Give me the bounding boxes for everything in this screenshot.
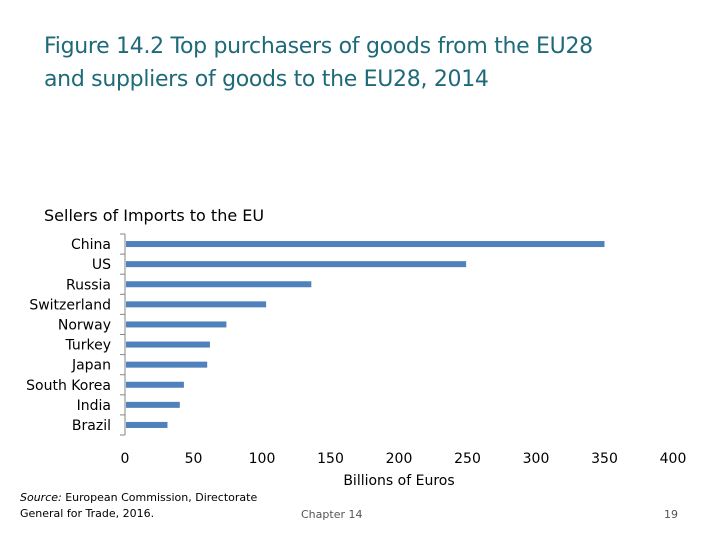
x-tick-label: 400 <box>660 451 687 467</box>
bar-turkey <box>126 341 210 348</box>
bar-brazil <box>126 421 168 428</box>
x-tick-label: 250 <box>454 451 481 467</box>
bar-japan <box>126 361 208 368</box>
bar-us <box>126 261 467 268</box>
x-tick-label: 300 <box>523 451 550 467</box>
page-number: 19 <box>664 508 678 521</box>
x-tick-label: 350 <box>591 451 618 467</box>
category-label: Brazil <box>72 418 111 434</box>
slide-title: Figure 14.2 Top purchasers of goods from… <box>44 30 704 96</box>
x-tick-label: 150 <box>317 451 344 467</box>
source-label: Source: <box>20 491 62 504</box>
category-label: Japan <box>71 358 111 374</box>
slide-title-line-1: Figure 14.2 Top purchasers of goods from… <box>44 34 593 59</box>
source-text-line-1: European Commission, Directorate <box>61 491 258 504</box>
bar-norway <box>126 321 227 328</box>
bar-switzerland <box>126 301 267 308</box>
chapter-label: Chapter 14 <box>301 508 363 521</box>
x-tick-label: 50 <box>185 451 203 467</box>
bar-china <box>126 241 605 248</box>
category-label: China <box>71 237 111 253</box>
category-label: Russia <box>66 277 111 293</box>
bar-india <box>126 401 180 408</box>
category-label: South Korea <box>26 378 111 394</box>
category-label: India <box>77 398 111 414</box>
x-tick-label: 0 <box>121 451 130 467</box>
source-note: Source: European Commission, Directorate… <box>20 490 257 522</box>
slide-title-line-2: and suppliers of goods to the EU28, 2014 <box>44 67 489 92</box>
category-label: Turkey <box>64 338 111 354</box>
x-axis-title: Billions of Euros <box>343 473 454 489</box>
x-tick-label: 100 <box>249 451 276 467</box>
category-label: US <box>92 257 111 273</box>
bar-south-korea <box>126 381 184 388</box>
category-label: Switzerland <box>29 297 111 313</box>
source-text-line-2: General for Trade, 2016. <box>20 507 155 520</box>
x-tick-label: 200 <box>386 451 413 467</box>
chart-title: Sellers of Imports to the EU <box>44 206 265 225</box>
bar-russia <box>126 281 312 288</box>
category-label: Norway <box>58 317 111 333</box>
